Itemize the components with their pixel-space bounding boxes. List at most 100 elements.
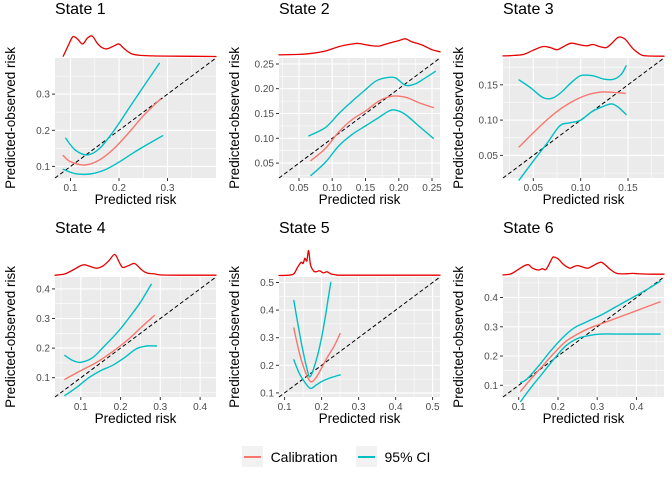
- ci-lower-curve: [293, 359, 341, 390]
- calibration-curve: [64, 314, 156, 380]
- ci-lower-curve: [62, 135, 164, 176]
- x-axis-title: Predicted risk: [542, 192, 625, 207]
- y-tick-label: 0.2: [36, 126, 50, 137]
- x-tick-label: 0.2: [112, 183, 126, 194]
- y-tick-label: 0.5: [260, 278, 274, 289]
- panel-plot: 0.05 0.05 0.10 0.10 0.15 0.15: [479, 36, 665, 194]
- y-tick-label: 0.4: [36, 284, 50, 295]
- y-axis-title: Predicted-observed risk: [450, 47, 466, 189]
- x-tick-label: 0.1: [278, 402, 292, 413]
- y-tick-label: 0.05: [255, 159, 275, 170]
- x-tick-label: 0.4: [389, 402, 403, 413]
- y-axis-title: Predicted-observed risk: [226, 47, 242, 189]
- panel-plot: 0.1 0.1 0.2 0.2 0.3 0.3 0.4 0.4: [484, 256, 665, 413]
- calibration-curve: [520, 301, 661, 392]
- x-tick-label: 0.10: [571, 183, 591, 194]
- x-tick-label: 0.20: [389, 183, 409, 194]
- y-tick-label: 0.2: [36, 344, 50, 355]
- y-tick-label: 0.10: [255, 134, 275, 145]
- panel-plot: 0.1 0.1 0.2 0.2 0.3 0.3 0.4 0.4: [36, 253, 217, 413]
- y-tick-label: 0.25: [255, 60, 275, 71]
- x-axis-title: Predicted risk: [318, 411, 401, 426]
- y-tick-label: 0.3: [484, 322, 498, 333]
- x-tick-label: 0.1: [64, 183, 78, 194]
- y-tick-label: 0.3: [36, 90, 50, 101]
- density-curve: [62, 35, 217, 58]
- legend-label-calibration: Calibration: [270, 448, 338, 465]
- x-axis-title: Predicted risk: [542, 411, 625, 426]
- panel-cell-state-1: 0.1 0.1 0.2 0.2 0.3 0.3 State 1 Predicted risk P…: [0, 0, 224, 219]
- panel-cell-state-2: 0.05 0.05 0.10 0.10 0.15 0.15 0.20 0.20 0.25 0.25…: [224, 0, 448, 219]
- ci-upper-curve: [293, 281, 332, 378]
- identity-reference-line: [278, 276, 441, 398]
- x-axis-title: Predicted risk: [318, 192, 401, 207]
- x-tick-label: 0.05: [289, 183, 309, 194]
- legend: Calibration 95% CI: [0, 446, 672, 467]
- y-tick-label: 0.1: [36, 373, 50, 384]
- x-tick-label: 0.05: [524, 183, 544, 194]
- y-tick-label: 0.15: [479, 80, 499, 91]
- y-tick-label: 0.1: [260, 388, 274, 399]
- panel-title: State 3: [503, 1, 554, 18]
- legend-key-calibration: [241, 446, 263, 467]
- calibration-line-swatch: [243, 455, 261, 458]
- panel-plot: 0.05 0.05 0.10 0.10 0.15 0.15 0.20 0.20 0.25 0.25: [255, 38, 442, 194]
- x-tick-label: 0.1: [512, 402, 526, 413]
- x-tick-label: 0.3: [153, 402, 167, 413]
- panel-title: State 6: [503, 220, 554, 237]
- y-axis-title: Predicted-observed risk: [226, 266, 242, 408]
- legend-item-ci: 95% CI: [355, 446, 431, 467]
- ci-upper-curve: [65, 62, 160, 156]
- ci-upper-curve: [308, 70, 436, 137]
- y-tick-label: 0.1: [36, 162, 50, 173]
- identity-reference-line: [54, 276, 217, 398]
- density-curve: [54, 253, 217, 276]
- density-curve: [502, 256, 665, 276]
- calibration-curve: [518, 91, 626, 148]
- panel-cell-state-3: 0.05 0.05 0.10 0.10 0.15 0.15 State 3 Predicted…: [448, 0, 672, 219]
- panel-title: State 1: [55, 1, 106, 18]
- calibration-curve: [293, 327, 341, 383]
- y-axis-title: Predicted-observed risk: [2, 47, 18, 189]
- identity-reference-line: [54, 57, 217, 179]
- x-tick-label: 0.5: [426, 402, 440, 413]
- y-tick-label: 0.3: [260, 333, 274, 344]
- x-tick-label: 0.4: [630, 402, 644, 413]
- panel-cell-state-4: 0.1 0.1 0.2 0.2 0.3 0.3 0.4 0.4 State 4 Predicted…: [0, 219, 224, 438]
- legend-label-ci: 95% CI: [384, 448, 431, 465]
- x-tick-label: 0.25: [422, 183, 442, 194]
- x-tick-label: 0.3: [352, 402, 366, 413]
- x-tick-label: 0.3: [590, 402, 604, 413]
- y-axis-title: Predicted-observed risk: [2, 266, 18, 408]
- panel-title: State 5: [279, 220, 330, 237]
- legend-key-ci: [355, 446, 377, 467]
- panel-plot: 0.1 0.1 0.2 0.2 0.3 0.3 0.4 0.4 0.5 0.5: [260, 249, 441, 413]
- y-tick-label: 0.10: [479, 116, 499, 127]
- y-tick-label: 0.2: [484, 352, 498, 363]
- x-tick-label: 0.2: [315, 402, 329, 413]
- x-tick-label: 0.10: [322, 183, 342, 194]
- density-curve: [278, 249, 441, 277]
- ci-lower-curve: [520, 333, 661, 403]
- legend-item-calibration: Calibration: [241, 446, 338, 467]
- density-curve: [502, 36, 665, 57]
- panel-plot: 0.1 0.1 0.2 0.2 0.3 0.3: [36, 35, 217, 194]
- ci-upper-curve: [520, 280, 661, 384]
- y-tick-label: 0.2: [260, 361, 274, 372]
- density-curve: [278, 38, 441, 56]
- y-tick-label: 0.15: [255, 109, 275, 120]
- panel-cell-state-6: 0.1 0.1 0.2 0.2 0.3 0.3 0.4 0.4 State 6 Predicted…: [448, 219, 672, 438]
- panel-title: State 4: [55, 220, 106, 237]
- y-tick-label: 0.4: [484, 293, 498, 304]
- x-tick-label: 0.15: [356, 183, 376, 194]
- x-axis-title: Predicted risk: [94, 411, 177, 426]
- x-tick-label: 0.2: [551, 402, 565, 413]
- y-tick-label: 0.4: [260, 306, 274, 317]
- ci-lower-curve: [518, 103, 627, 181]
- ci-upper-curve: [518, 65, 627, 100]
- y-tick-label: 0.1: [484, 381, 498, 392]
- x-tick-label: 0.15: [618, 183, 638, 194]
- panel-title: State 2: [279, 1, 330, 18]
- identity-reference-line: [278, 57, 441, 179]
- ci-lower-curve: [64, 345, 158, 397]
